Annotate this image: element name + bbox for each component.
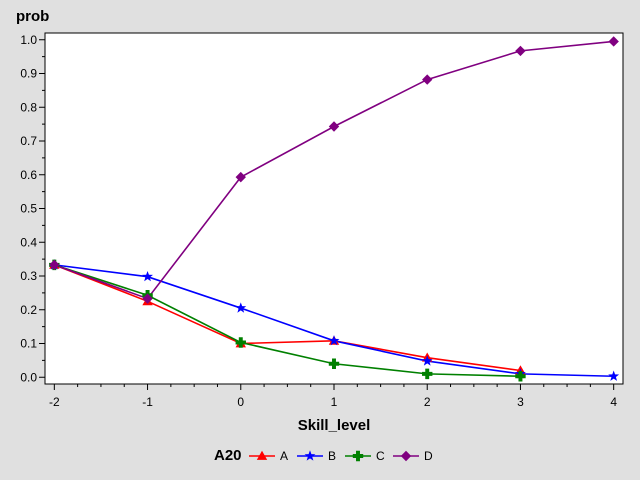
legend-label-b: B (328, 449, 336, 463)
x-tick-label: 0 (237, 395, 244, 409)
data-point-b (608, 370, 620, 381)
y-tick-label: 0.0 (20, 370, 37, 384)
legend-marker-d (400, 450, 412, 462)
y-tick-label: 0.5 (20, 202, 37, 216)
y-axis: 0.0 0.1 0.2 0.3 0.4 0.5 0.6 0.7 0.8 0.9 1.0 (20, 33, 45, 384)
y-tick-label: 1.0 (20, 33, 37, 47)
data-point-b (421, 355, 433, 366)
y-axis-title: prob (16, 8, 49, 25)
data-point-b (235, 302, 247, 313)
series-markers (48, 36, 620, 382)
y-tick-label: 0.2 (20, 303, 37, 317)
data-point-c (328, 358, 340, 369)
data-point-d (142, 293, 153, 304)
y-tick-label: 0.1 (20, 337, 37, 351)
legend-marker-a (256, 450, 268, 460)
y-tick-label: 0.7 (20, 134, 37, 148)
legend-label-d: D (424, 449, 433, 463)
y-tick-label: 0.9 (20, 67, 37, 81)
data-point-c (422, 368, 433, 380)
x-tick-label: 4 (610, 395, 617, 409)
plot-area (44, 32, 624, 385)
legend: A20 A B C D (214, 447, 433, 464)
data-point-d (515, 45, 526, 57)
x-tick-label: 3 (517, 395, 524, 409)
y-tick-label: 0.6 (20, 168, 37, 182)
legend-marker-c (352, 450, 364, 462)
legend-marker-b (304, 450, 316, 461)
data-point-b (328, 335, 340, 346)
x-axis: -2 -1 0 1 2 3 4 (49, 384, 617, 409)
x-tick-label: -1 (142, 395, 153, 409)
y-tick-label: 0.3 (20, 269, 37, 283)
data-point-d (49, 259, 60, 271)
series-line-c (54, 264, 521, 378)
series-line-a (54, 264, 521, 372)
y-tick-label: 0.8 (20, 100, 37, 114)
legend-label-a: A (280, 449, 288, 463)
data-point-d (328, 121, 340, 132)
x-tick-label: 2 (424, 395, 431, 409)
x-axis-title: Skill_level (298, 417, 371, 434)
data-point-d (235, 171, 246, 183)
data-point-c (235, 337, 246, 348)
x-tick-label: 1 (331, 395, 338, 409)
y-tick-label: 0.4 (20, 235, 37, 249)
data-point-d (422, 74, 433, 85)
legend-title: A20 (214, 447, 242, 464)
data-point-c (515, 371, 526, 382)
legend-label-c: C (376, 449, 385, 463)
data-point-b (142, 270, 153, 282)
x-tick-label: -2 (49, 395, 60, 409)
data-point-d (608, 36, 619, 47)
